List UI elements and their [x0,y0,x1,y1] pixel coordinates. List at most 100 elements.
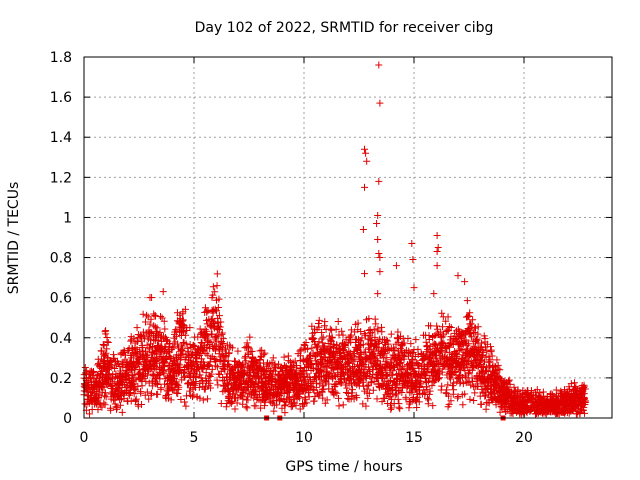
y-tick-label: 1.4 [50,130,72,146]
data-point [104,339,112,347]
data-point [375,61,383,69]
data-point [213,282,221,290]
data-point [143,311,151,319]
data-point [205,361,213,369]
data-point [133,324,141,332]
data-point [334,318,342,326]
x-tick-label: 15 [405,430,423,446]
data-point [571,379,579,387]
data-point [167,396,175,404]
data-point [430,290,438,298]
data-point [196,394,204,402]
data-point [95,390,103,398]
data-point [426,387,434,395]
x-tick-label: 5 [190,430,199,446]
data-point [215,312,223,320]
data-point [363,157,371,165]
data-point [101,401,109,409]
data-point [199,396,207,404]
data-point [107,406,115,414]
data-point [165,391,173,399]
data-point [201,383,209,391]
data-point [159,368,167,376]
data-point [103,345,111,353]
data-point [186,356,194,364]
data-point [207,354,215,362]
data-point [101,392,109,400]
data-point [191,357,199,365]
data-point [197,338,205,346]
data-point [315,316,323,324]
data-point [203,308,211,316]
data-point [222,345,230,353]
data-point [204,307,212,315]
data-point [174,390,182,398]
data-point [110,354,118,362]
data-point [454,272,462,280]
data-point [110,351,118,359]
data-point [243,404,251,412]
data-point [100,399,108,407]
data-point [105,370,113,378]
data-point [487,346,495,354]
data-point [162,343,170,351]
data-point [231,405,239,413]
data-point [139,310,147,318]
data-point [375,250,383,258]
data-point [101,389,109,397]
data-point [496,408,504,416]
data-point [130,334,138,342]
data-point [172,332,180,340]
data-point [105,376,113,384]
data-point [132,396,140,404]
data-point [116,401,124,409]
y-tick-label: 0.2 [50,371,72,387]
data-point [215,322,223,330]
x-tick-label: 20 [515,430,533,446]
data-point [161,380,169,388]
data-point [149,342,157,350]
data-point [208,365,216,373]
data-point [361,183,368,191]
data-point [374,236,382,244]
data-point [153,324,161,332]
data-point [176,311,184,319]
data-point [243,393,251,401]
data-point [238,362,246,370]
data-point [454,394,462,402]
data-point [392,262,400,270]
data-point [134,402,142,410]
data-point [122,375,130,383]
data-point [99,341,107,349]
data-point [239,360,247,368]
data-point [153,379,161,387]
data-point [132,386,140,394]
data-point [135,358,143,366]
grid [84,57,612,418]
data-point [138,382,146,390]
data-point [158,367,166,375]
data-point [376,268,384,276]
data-point [182,392,190,400]
data-point [369,386,377,394]
data-point [147,315,155,323]
data-point [228,344,236,352]
data-point [178,317,186,325]
data-point [190,341,198,349]
data-point [199,379,207,387]
data-point [151,311,159,319]
axis-ticks: 0 0.2 0.4 0.6 0.8 1 1.2 1.4 1.6 1.8 0 5 10 15 20 [50,50,612,446]
data-point [209,283,217,291]
data-point [111,365,119,373]
y-tick-label: 1.6 [50,90,72,106]
data-point [438,309,446,317]
data-point [211,288,219,296]
data-point [94,406,102,414]
data-point [375,177,383,185]
data-point [280,353,288,361]
data-point [136,332,144,340]
data-point [157,384,165,392]
data-point [319,333,327,341]
data-point [161,325,169,333]
